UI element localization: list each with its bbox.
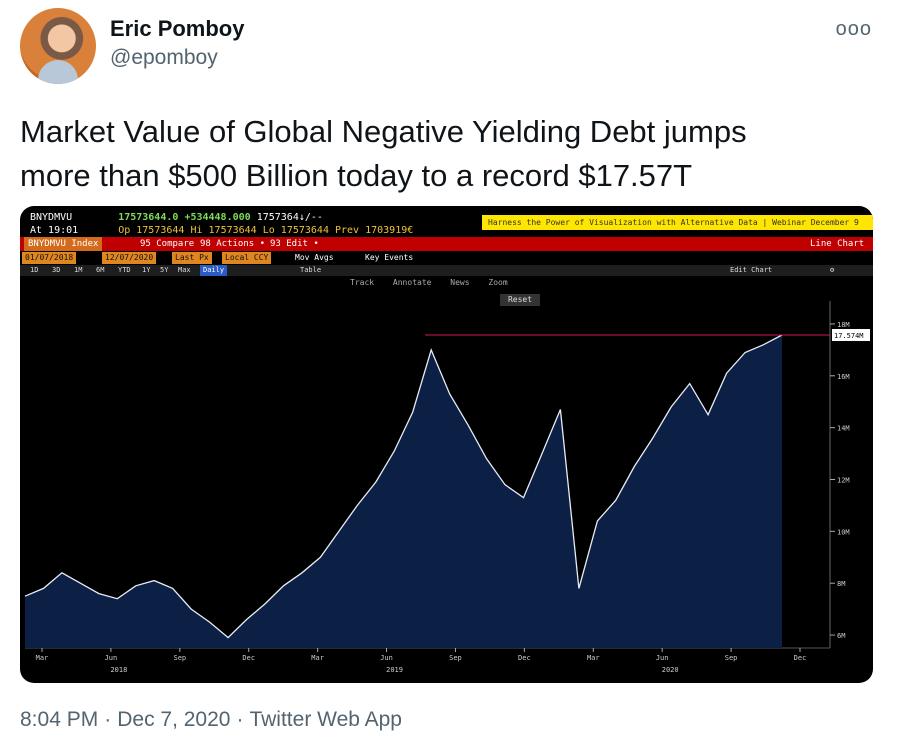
quote-line: BNYDMVU 17573644.0 +534448.000 1757364↓/… xyxy=(30,212,323,223)
last-value-tag xyxy=(832,329,870,342)
date-range-bar: 01/07/2018 12/07/2020 Last Px Local CCY … xyxy=(20,252,873,264)
track-tool[interactable]: Track xyxy=(350,278,375,287)
x-tick-label: Mar xyxy=(311,654,324,662)
year-label: 2018 xyxy=(110,666,127,674)
chart-menu-bar: BNYDMVU Index 95 Compare 98 Actions • 93… xyxy=(20,237,873,251)
x-tick-label: Dec xyxy=(518,654,531,662)
open-price: Op 17573644 xyxy=(118,225,185,236)
tweet-text-line-1: Market Value of Global Negative Yielding… xyxy=(20,114,747,149)
period-1y[interactable]: 1Y xyxy=(142,266,151,274)
table-toggle[interactable]: Table xyxy=(300,266,322,274)
edit-chart-button[interactable]: Edit Chart xyxy=(730,266,773,274)
period-6m[interactable]: 6M xyxy=(96,266,105,274)
year-label: 2020 xyxy=(662,666,679,674)
annotate-tool[interactable]: Annotate xyxy=(392,278,432,287)
x-tick-label: Sep xyxy=(449,654,462,662)
x-tick-label: Jun xyxy=(656,654,669,662)
tweet-footer: 8:04 PM · Dec 7, 2020 · Twitter Web App xyxy=(20,708,402,732)
ohlc-line: At 19:01 Op 17573644 Hi 17573644 Lo 1757… xyxy=(30,225,413,236)
low-price: Lo 17573644 xyxy=(262,225,329,236)
price-change: +534448.000 xyxy=(184,212,251,223)
chart-type-label[interactable]: Line Chart xyxy=(810,239,865,249)
more-options-icon[interactable]: ooo xyxy=(835,18,872,40)
period-bar: 1D 3D 1M 6M YTD 1Y 5Y Max Daily Table Ed… xyxy=(20,265,873,276)
period-5y[interactable]: 5Y xyxy=(160,266,169,274)
avatar-shirt xyxy=(38,60,78,84)
y-tick-label: 16M xyxy=(837,373,850,381)
currency-selector[interactable]: Local CCY xyxy=(222,252,272,264)
period-max[interactable]: Max xyxy=(178,266,191,274)
series-area xyxy=(25,335,782,648)
chart-tools: Track Annotate News Zoom xyxy=(350,278,522,287)
y-tick-label: 8M xyxy=(837,580,845,588)
tweet-text: Market Value of Global Negative Yielding… xyxy=(20,110,840,198)
start-date-field[interactable]: 01/07/2018 xyxy=(22,252,77,264)
x-tick-label: Mar xyxy=(587,654,600,662)
tweet-date[interactable]: Dec 7, 2020 xyxy=(117,708,231,731)
zoom-tool[interactable]: Zoom xyxy=(488,278,508,287)
bid-ask: 1757364↓/-- xyxy=(256,212,323,223)
price-chart: 18M 16M 14M 12M 10M 8M 6M Mar Jun Sep Dec Mar Jun Sep… xyxy=(24,301,870,674)
end-date-field[interactable]: 12/07/2020 xyxy=(102,252,157,264)
high-price: Hi 17573644 xyxy=(190,225,257,236)
period-3d[interactable]: 3D xyxy=(52,266,61,274)
frequency-selector[interactable]: Daily xyxy=(200,265,228,276)
tweet-source-app[interactable]: Twitter Web App xyxy=(249,708,402,731)
tweet-text-line-2: more than $500 Billion today to a record… xyxy=(20,158,693,193)
key-events-toggle[interactable]: Key Events xyxy=(365,253,414,262)
last-value-label: 17.574M xyxy=(834,332,864,340)
period-1d[interactable]: 1D xyxy=(30,266,39,274)
last-price: 17573644.0 xyxy=(118,212,179,223)
news-tool[interactable]: News xyxy=(450,278,470,287)
x-tick-label: Mar xyxy=(36,654,49,662)
field-selector[interactable]: Last Px xyxy=(172,252,212,264)
y-tick-label: 14M xyxy=(837,425,850,433)
y-tick-label: 18M xyxy=(837,321,850,329)
year-label: 2019 xyxy=(386,666,403,674)
actions-menu[interactable]: 98 Actions • xyxy=(200,239,266,249)
quote-time: At 19:01 xyxy=(30,225,79,236)
author-display-name[interactable]: Eric Pomboy xyxy=(110,16,245,41)
moving-averages-toggle[interactable]: Mov Avgs xyxy=(295,253,334,262)
x-tick-label: Sep xyxy=(173,654,186,662)
edit-menu[interactable]: 93 Edit • xyxy=(270,239,319,249)
author-handle[interactable]: @epomboy xyxy=(110,46,218,69)
reset-zoom-button[interactable]: Reset xyxy=(500,294,540,306)
separator-dot: · xyxy=(104,708,112,731)
prev-price: Prev 1703919€ xyxy=(335,225,414,236)
attached-chart-image[interactable]: BNYDMVU 17573644.0 +534448.000 1757364↓/… xyxy=(20,206,873,683)
x-tick-label: Dec xyxy=(794,654,807,662)
promo-banner[interactable]: Harness the Power of Visualization with … xyxy=(482,215,873,230)
index-label[interactable]: BNYDMVU Index xyxy=(24,237,103,251)
author-avatar[interactable] xyxy=(20,8,96,84)
x-tick-label: Dec xyxy=(242,654,255,662)
x-tick-label: Sep xyxy=(725,654,738,662)
series-line xyxy=(24,334,783,639)
period-ytd[interactable]: YTD xyxy=(118,266,131,274)
period-1m[interactable]: 1M xyxy=(74,266,83,274)
settings-gear-icon[interactable]: ⚙ xyxy=(830,266,835,274)
y-tick-label: 6M xyxy=(837,632,845,640)
separator-dot: · xyxy=(236,708,244,731)
ticker-symbol: BNYDMVU xyxy=(30,212,73,223)
x-tick-label: Jun xyxy=(380,654,393,662)
compare-menu[interactable]: 95 Compare xyxy=(140,239,195,249)
x-tick-label: Jun xyxy=(105,654,118,662)
tweet-time[interactable]: 8:04 PM xyxy=(20,708,99,731)
y-tick-label: 10M xyxy=(837,528,850,536)
y-tick-label: 12M xyxy=(837,477,850,485)
